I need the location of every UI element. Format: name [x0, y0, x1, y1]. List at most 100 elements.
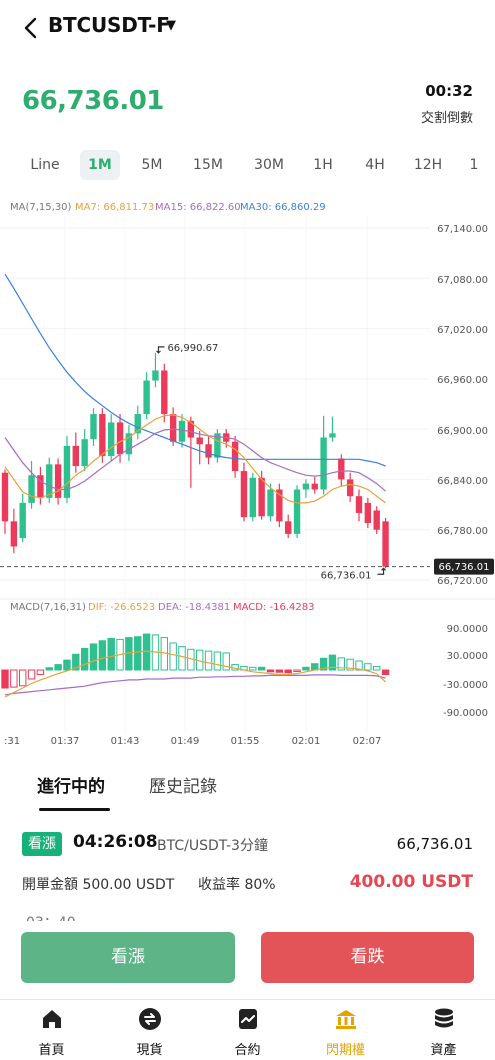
candle-body [10, 521, 18, 547]
chart-grid [0, 216, 430, 732]
nav-item-contract[interactable]: 合約 [198, 1000, 297, 1060]
macd-bar [319, 657, 328, 671]
macd-bar [337, 657, 346, 671]
candle-body [161, 370, 168, 415]
high-marker-arrow-icon [156, 346, 165, 354]
macd-bar [266, 669, 275, 673]
macd-lines [4, 650, 387, 698]
symbol-title[interactable]: BTCUSDT-F [48, 13, 170, 37]
macd-bar [169, 642, 177, 671]
low-marker-arrow-icon [377, 567, 386, 575]
candle-body [267, 489, 274, 517]
candle-body [1, 472, 9, 522]
candle-body [134, 414, 141, 434]
candle-body [293, 489, 301, 534]
nav-item-home[interactable]: 首頁 [2, 1000, 101, 1060]
ma7-line [4, 414, 386, 504]
macd-bar [275, 669, 284, 673]
exchange-icon [139, 1008, 161, 1030]
macd-bar [249, 666, 257, 671]
macd-bar [364, 663, 372, 671]
y-tick: 67,080.00 [437, 275, 488, 286]
tab-in-progress[interactable]: 進行中的 [37, 777, 105, 797]
order-rate-value: 80% [244, 877, 276, 893]
macd-bar [373, 665, 381, 671]
candle-body [302, 483, 310, 490]
macd-bar [355, 660, 363, 671]
orders-tabs: 進行中的 歷史記錄 [0, 766, 495, 812]
tab-1d-partial[interactable]: 1 [469, 157, 479, 173]
x-tick: 01:55 [231, 736, 260, 747]
macd-dif-line [4, 650, 387, 698]
x-tick: 01:37 [51, 736, 80, 747]
candle-body [214, 433, 221, 458]
candle-body [169, 414, 177, 442]
tab-line[interactable]: Line [30, 157, 60, 173]
nav-label: 合約 [234, 1043, 261, 1058]
time-axis: :31 01:37 01:43 01:49 01:55 02:01 02:07 [4, 736, 381, 747]
macd-bar [222, 652, 230, 671]
price-axis: 67,140.00 67,080.00 67,020.00 66,960.00 … [437, 224, 488, 587]
candle-body [196, 437, 203, 445]
price-chart[interactable]: MA(7,15,30) MA7: 66,811.73 MA15: 66,822.… [0, 192, 495, 752]
y-tick: 66,720.00 [437, 576, 488, 587]
macd-dea-line [4, 674, 386, 696]
bottom-navigation: 首頁 現貨 合約 閃期權 資產 [0, 999, 495, 1060]
y-tick: 66,780.00 [437, 526, 488, 537]
order-expected-profit: 400.00 USDT [349, 872, 473, 892]
current-price-tag-text: 66,736.01 [439, 562, 490, 573]
put-button[interactable]: 看跌 [261, 932, 474, 983]
y-tick: 67,020.00 [437, 325, 488, 336]
candle-body [143, 380, 150, 415]
macd-tick: 90.0000 [447, 624, 488, 635]
candle-body [63, 445, 71, 498]
macd-legend-label: MACD(7,16,31) [10, 602, 86, 613]
tab-1m[interactable]: 1M [80, 150, 120, 180]
candle-body [90, 414, 97, 440]
macd-bar [302, 666, 310, 671]
candle-body [382, 521, 389, 567]
tab-30m[interactable]: 30M [254, 157, 284, 173]
coins-icon [435, 1008, 453, 1028]
macd-bar [293, 669, 301, 672]
ma30-legend: MA30: 66,860.29 [240, 202, 326, 213]
macd-bar [19, 669, 27, 687]
nav-label: 現貨 [136, 1043, 163, 1058]
nav-item-assets[interactable]: 資產 [394, 1000, 493, 1060]
tab-15m[interactable]: 15M [193, 157, 223, 173]
candle-body [240, 471, 248, 518]
nav-item-options[interactable]: 閃期權 [296, 1000, 395, 1060]
bank-icon [336, 1010, 356, 1029]
back-arrow-icon[interactable] [20, 14, 44, 42]
tab-1h[interactable]: 1H [313, 157, 333, 173]
macd-bar [381, 669, 390, 675]
candle-body [258, 477, 265, 517]
macd-bar [80, 647, 89, 671]
candle-body [329, 433, 336, 438]
macd-bar [204, 650, 213, 671]
nav-label: 閃期權 [325, 1043, 365, 1058]
x-tick: :31 [4, 736, 20, 747]
macd-tick: 30.0000 [447, 651, 488, 662]
macd-tick: -30.0000 [443, 680, 488, 691]
candle-body [108, 422, 115, 456]
nav-label: 資產 [430, 1043, 457, 1058]
macd-value-legend: MACD: -16.4283 [233, 602, 314, 613]
symbol-dropdown-caret-icon[interactable]: ▼ [166, 18, 176, 33]
macd-bar [72, 653, 80, 671]
ma-lines-layer [4, 273, 386, 504]
order-amount-value: 500.00 USDT [82, 877, 175, 893]
macd-bar [36, 669, 45, 675]
macd-histogram [1, 633, 390, 689]
tab-5m[interactable]: 5M [141, 157, 163, 173]
call-button[interactable]: 看漲 [21, 932, 235, 983]
tab-4h[interactable]: 4H [365, 157, 385, 173]
tab-12h[interactable]: 12H [413, 157, 443, 173]
tab-history[interactable]: 歷史記錄 [149, 777, 217, 797]
candles-layer [1, 352, 389, 569]
candle-body [320, 437, 327, 490]
candle-body [46, 464, 53, 498]
countdown-label: 交割倒數 [420, 111, 473, 126]
ma7-legend: MA7: 66,811.73 [75, 202, 154, 213]
nav-item-spot[interactable]: 現貨 [100, 1000, 199, 1060]
